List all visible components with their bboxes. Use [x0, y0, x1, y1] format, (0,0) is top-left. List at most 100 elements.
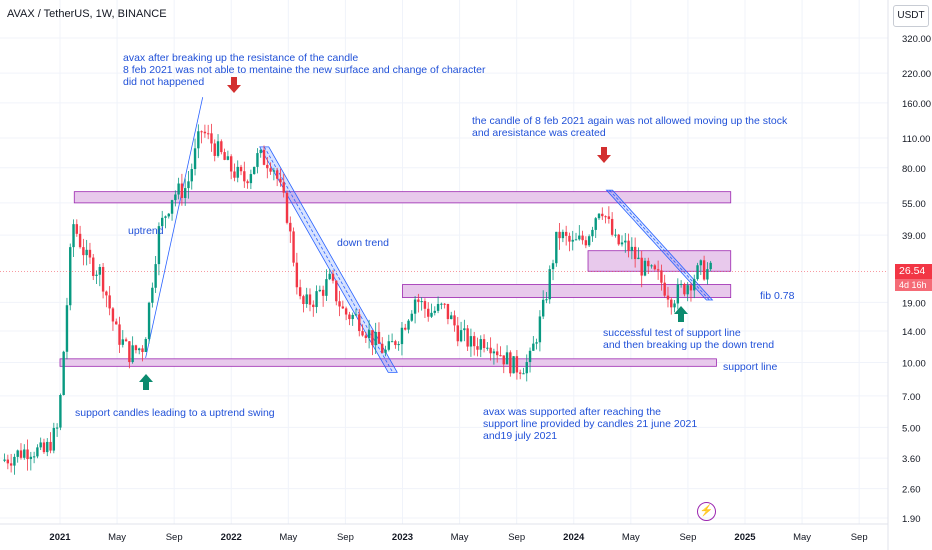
- candle-body: [427, 308, 430, 317]
- candle-body: [216, 141, 220, 156]
- time-tick-label: May: [793, 532, 811, 543]
- price-tick-label: 1.90: [902, 514, 921, 525]
- candle-body: [161, 217, 164, 227]
- candle-body: [174, 194, 177, 201]
- candle-body: [584, 240, 588, 246]
- candle-body: [417, 299, 420, 302]
- candle-body: [561, 231, 565, 239]
- candle-body: [315, 291, 318, 308]
- candle-body: [180, 183, 184, 198]
- candle-body: [282, 182, 285, 193]
- candle-body: [515, 356, 519, 373]
- channels: [145, 97, 714, 373]
- down-arrow-icon: [597, 147, 611, 163]
- candle-body: [696, 265, 699, 280]
- price-tick-label: 39.00: [902, 231, 926, 242]
- candle-body: [144, 339, 147, 353]
- candle-body: [413, 299, 417, 314]
- candle-body: [49, 441, 52, 451]
- candle-body: [65, 305, 69, 352]
- candle-body: [364, 335, 368, 338]
- candle-body: [558, 231, 561, 239]
- candle-body: [19, 450, 23, 458]
- candle-body: [555, 231, 558, 264]
- candle-body: [400, 327, 404, 345]
- price-tick-label: 5.00: [902, 423, 921, 434]
- candle-body: [266, 164, 269, 169]
- candle-body: [200, 131, 203, 133]
- candle-body: [105, 291, 108, 296]
- candle-body: [693, 279, 696, 291]
- candle-body: [637, 257, 640, 260]
- candle-body: [262, 149, 266, 165]
- candle-body: [640, 257, 643, 276]
- candle-body: [55, 427, 59, 429]
- candle-body: [206, 133, 210, 135]
- candle-body: [338, 301, 341, 307]
- price-tick-label: 80.00: [902, 164, 926, 175]
- down-arrow-icon: [227, 77, 241, 93]
- candle-body: [436, 303, 440, 311]
- candle-body: [450, 315, 453, 320]
- price-tick-label: 320.00: [902, 34, 931, 45]
- price-tick-label: 110.00: [902, 134, 930, 145]
- candle-body: [463, 328, 466, 331]
- candle-body: [607, 216, 611, 219]
- candle-body: [656, 269, 660, 271]
- candle-body: [390, 341, 394, 343]
- candle-body: [545, 299, 548, 301]
- candle-body: [328, 273, 331, 280]
- candle-body: [229, 156, 233, 172]
- candle-body: [289, 222, 292, 232]
- candle-body: [548, 269, 551, 300]
- candle-body: [495, 351, 499, 356]
- candle-body: [59, 394, 62, 428]
- candle-body: [630, 246, 634, 251]
- candle-body: [36, 447, 39, 457]
- candle-body: [571, 239, 574, 242]
- candle-body: [564, 231, 568, 236]
- time-tick-label: May: [279, 532, 297, 543]
- time-tick-label: Sep: [679, 532, 696, 543]
- time-tick-label: 2021: [49, 532, 71, 543]
- candle-body: [676, 284, 680, 304]
- currency-button[interactable]: USDT: [893, 5, 929, 27]
- annotation-resistance-2021: avax after breaking up the resistance of…: [123, 52, 486, 88]
- candle-body: [568, 235, 571, 242]
- candle-body: [643, 260, 647, 276]
- annotation-resistance-2024: the candle of 8 feb 2021 again was not a…: [472, 115, 788, 139]
- candle-body: [331, 273, 335, 281]
- candle-body: [308, 294, 312, 305]
- candle-body: [318, 289, 322, 292]
- candle-body: [371, 330, 374, 346]
- candle-body: [193, 148, 197, 170]
- candle-body: [151, 287, 154, 303]
- candle-body: [666, 295, 670, 300]
- candle-body: [23, 449, 26, 458]
- candle-body: [121, 339, 124, 345]
- price-tick-label: 3.60: [902, 454, 921, 465]
- candle-body: [78, 233, 82, 248]
- candle-body: [138, 348, 141, 351]
- candle-body: [9, 463, 13, 466]
- candle-body: [699, 260, 703, 266]
- candle-body: [141, 348, 144, 353]
- candle-body: [381, 343, 384, 353]
- candle-body: [479, 339, 482, 350]
- candle-body: [269, 168, 272, 172]
- candle-body: [384, 349, 387, 353]
- zone-rect: [59, 358, 717, 367]
- candle-body: [203, 131, 207, 134]
- candle-body: [187, 181, 190, 189]
- candle-body: [69, 247, 72, 306]
- candle-body: [469, 336, 473, 347]
- candle-body: [394, 341, 397, 346]
- time-tick-label: May: [451, 532, 469, 543]
- candle-body: [633, 246, 637, 260]
- time-tick-label: Sep: [166, 532, 183, 543]
- arrows: [139, 77, 688, 390]
- candle-body: [686, 285, 689, 295]
- lightning-icon[interactable]: ⚡: [697, 502, 716, 521]
- candle-body: [673, 303, 676, 308]
